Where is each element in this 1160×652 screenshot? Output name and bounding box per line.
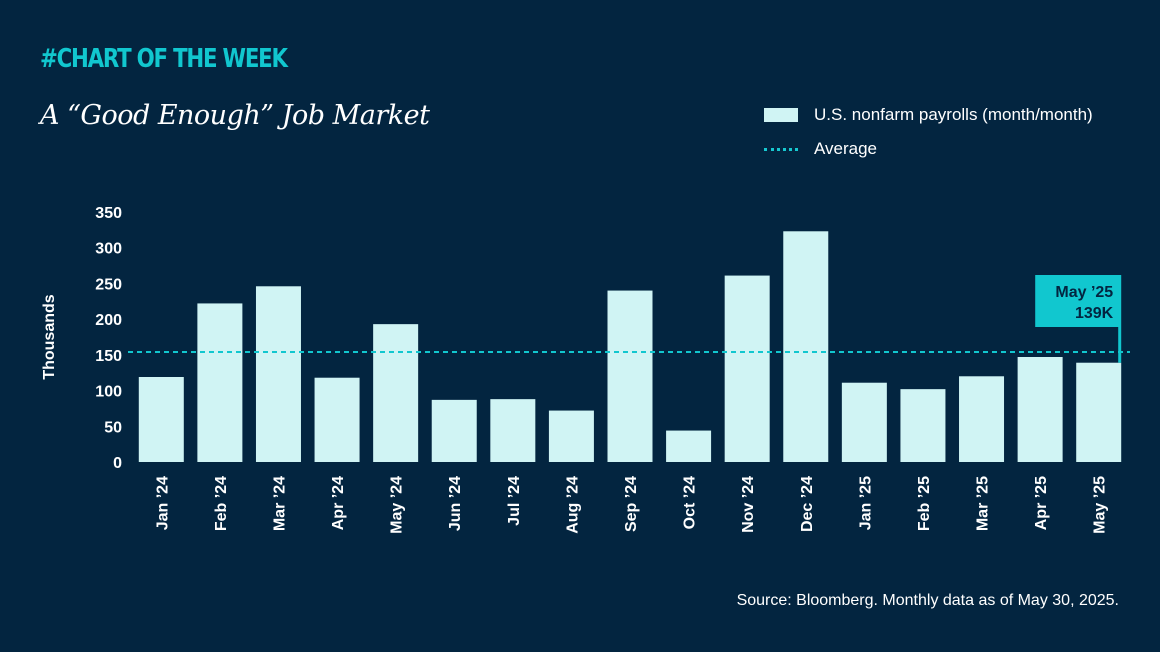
x-tick-label: Mar ’25 [975,476,992,531]
x-tick-label: Sep ’24 [623,476,640,532]
x-tick-label: Feb ’24 [213,476,230,531]
bar [783,231,829,462]
chart-title: A “Good Enough” Job Market [40,100,430,131]
y-tick-label: 150 [95,348,122,365]
x-tick-label: Jan ’25 [857,476,874,530]
bar [841,382,887,462]
legend-item-average: Average [764,132,1093,166]
bar [490,399,536,462]
x-tick-label: Apr ’25 [1033,476,1050,530]
bar [724,275,770,462]
x-tick-label: Mar ’24 [271,476,288,531]
y-tick-label: 100 [95,384,122,401]
x-tick-label: Feb ’25 [916,476,933,531]
x-tick-label: Nov ’24 [740,476,757,533]
callout-label-date: May ’25 [1055,284,1113,301]
legend: U.S. nonfarm payrolls (month/month) Aver… [764,98,1093,166]
y-tick-label: 0 [113,455,122,472]
bar [255,286,301,462]
x-tick-label: Jun ’24 [447,476,464,531]
legend-label-payrolls: U.S. nonfarm payrolls (month/month) [814,105,1093,124]
x-tick-label: Apr ’24 [330,476,347,530]
legend-item-payrolls: U.S. nonfarm payrolls (month/month) [764,98,1093,132]
y-tick-label: 350 [95,205,122,222]
x-tick-label: Dec ’24 [799,476,816,532]
y-tick-label: 250 [95,276,122,293]
bar [138,377,184,462]
y-tick-label: 200 [95,312,122,329]
legend-label-average: Average [814,139,878,158]
bar [607,290,653,462]
x-tick-label: Oct ’24 [682,476,699,529]
source-note: Source: Bloomberg. Monthly data as of Ma… [736,592,1119,609]
x-tick-label: Jan ’24 [154,476,171,530]
bar [197,303,243,462]
bar [959,376,1005,462]
bar [666,430,712,462]
y-tick-label: 300 [95,241,122,258]
x-tick-label: May ’25 [1092,476,1109,534]
x-tick-label: Jul ’24 [506,476,523,526]
bar [1076,362,1122,462]
legend-average-swatch [764,147,798,151]
bar [1017,357,1063,462]
y-tick-label: 50 [104,419,122,436]
bar [314,377,360,462]
bar [548,410,594,462]
x-tick-label: May ’24 [389,476,406,534]
callout-box [1035,275,1122,327]
chart-tag: #CHART OF THE WEEK [40,44,288,74]
bar [900,389,946,462]
x-tick-label: Aug ’24 [564,476,581,534]
callout-label-value: 139K [1075,305,1114,322]
bar [373,324,419,462]
bar [431,399,477,462]
y-axis-label: Thousands [41,294,58,379]
legend-bar-swatch [764,108,798,122]
